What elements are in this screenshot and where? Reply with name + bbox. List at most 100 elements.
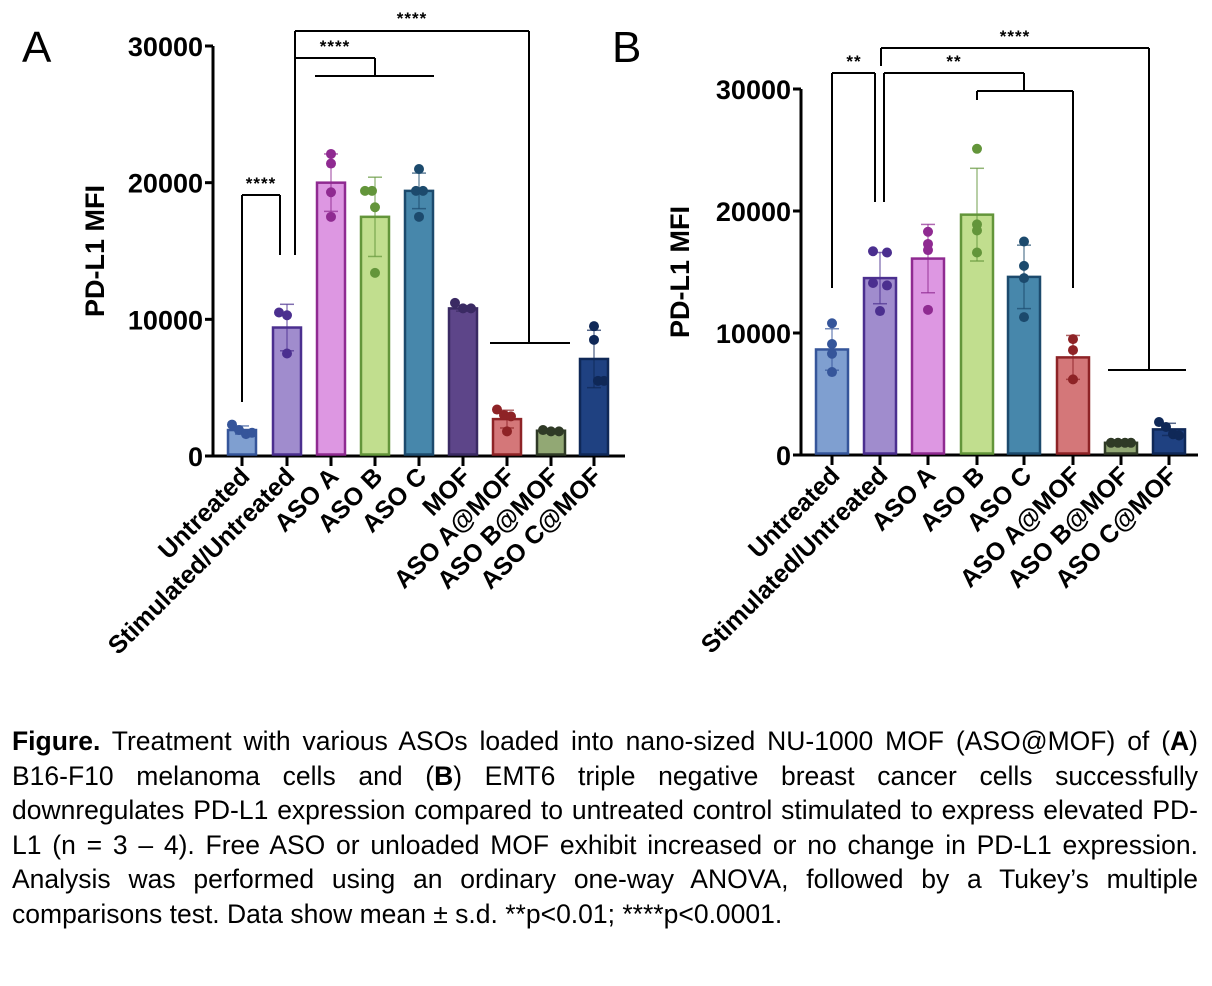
- data-point: [1068, 374, 1078, 385]
- panel-letter-a: A: [22, 23, 52, 72]
- data-point: [589, 334, 599, 345]
- significance-bracket: **: [831, 52, 876, 288]
- significance-bracket: ****: [880, 27, 1186, 371]
- bar: [447, 307, 479, 456]
- panel-b-points: [827, 143, 1184, 448]
- caption-text: ) B16-F10 melanoma cells and (: [12, 726, 1198, 791]
- significance-bracket: ****: [294, 9, 570, 344]
- data-point: [492, 404, 502, 415]
- significance-bracket: **: [883, 52, 1074, 288]
- data-point: [247, 427, 257, 438]
- panel-b-significance-brackets: ** ******: [831, 27, 1186, 371]
- data-point: [538, 425, 548, 436]
- panel-a-bars: [226, 181, 610, 456]
- panel-a-significance-brackets: **** **** ****: [241, 9, 570, 402]
- data-point: [923, 226, 933, 237]
- data-point: [1126, 437, 1136, 448]
- data-point: [1019, 312, 1029, 323]
- data-point: [1019, 260, 1029, 271]
- data-point: [972, 143, 982, 154]
- data-point: [370, 267, 380, 278]
- data-point: [458, 303, 468, 314]
- data-point: [414, 211, 424, 222]
- data-point: [868, 246, 878, 257]
- data-point: [274, 307, 284, 318]
- caption-text: Treatment with various ASOs loaded into …: [100, 726, 1171, 756]
- panel-a-axes: [205, 44, 625, 466]
- data-point: [868, 277, 878, 288]
- y-tick-label: 20000: [716, 197, 791, 227]
- data-point: [1019, 236, 1029, 247]
- data-point: [414, 164, 424, 174]
- data-point: [589, 321, 599, 332]
- data-point: [450, 297, 460, 308]
- data-point: [411, 185, 421, 196]
- data-point: [367, 185, 377, 196]
- data-point: [923, 245, 933, 256]
- data-point: [1154, 417, 1164, 428]
- data-point: [1174, 430, 1184, 441]
- caption-panel-ref: B: [434, 760, 454, 791]
- data-point: [827, 367, 837, 378]
- y-tick-label: 0: [188, 442, 203, 472]
- panel-a-points: [227, 148, 609, 440]
- error-bar: [970, 167, 984, 262]
- significance-label: ****: [246, 174, 276, 193]
- data-point: [599, 375, 609, 386]
- data-point: [370, 202, 380, 213]
- data-point: [1019, 273, 1029, 284]
- data-point: [972, 247, 982, 258]
- caption-label: Figure.: [12, 726, 101, 756]
- panel-b-axes: [793, 87, 1198, 465]
- significance-label: **: [846, 52, 861, 71]
- y-tick-label: 10000: [128, 305, 203, 335]
- bar: [403, 189, 435, 456]
- data-point: [1161, 421, 1171, 432]
- data-point: [418, 185, 428, 196]
- figure-caption: Figure. Treatment with various ASOs load…: [12, 724, 1198, 931]
- significance-bracket: ****: [241, 174, 281, 402]
- y-tick-label: 30000: [716, 75, 791, 105]
- y-tick-label: 10000: [716, 319, 791, 349]
- data-point: [882, 247, 892, 258]
- data-point: [1113, 437, 1123, 448]
- data-point: [326, 211, 336, 222]
- data-point: [466, 303, 476, 314]
- y-axis-label: PD-L1 MFI: [80, 185, 110, 317]
- data-point: [827, 318, 837, 329]
- significance-label: **: [946, 52, 961, 71]
- data-point: [882, 280, 892, 291]
- data-point: [875, 306, 885, 317]
- data-point: [546, 426, 556, 437]
- y-tick-label: 20000: [128, 169, 203, 199]
- figure: A **** **** **** 0 10000 20000 30000 PD-L1 MFI…: [22, 9, 1198, 660]
- data-point: [1068, 345, 1078, 356]
- caption-panel-ref: A: [1170, 726, 1190, 756]
- panel-letter-b: B: [612, 23, 641, 72]
- bar: [315, 181, 347, 456]
- data-point: [360, 185, 370, 196]
- data-point: [827, 338, 837, 349]
- significance-label: ****: [320, 37, 350, 56]
- data-point: [1068, 334, 1078, 345]
- data-point: [282, 348, 292, 359]
- data-point: [326, 187, 336, 198]
- data-point: [972, 225, 982, 236]
- data-point: [827, 348, 837, 359]
- data-point: [502, 426, 512, 437]
- data-point: [282, 310, 292, 321]
- x-tick-label: Stimulated/Untreated: [103, 462, 301, 660]
- data-point: [1106, 437, 1116, 448]
- panel-a: A **** **** **** 0 10000 20000 30000 PD-L1 MFI…: [22, 9, 625, 660]
- data-point: [326, 148, 336, 159]
- y-axis-label: PD-L1 MFI: [665, 206, 695, 338]
- data-point: [326, 158, 336, 169]
- significance-label: ****: [397, 9, 427, 28]
- data-point: [923, 304, 933, 315]
- caption-text: ) EMT6 triple negative breast cancer cel…: [12, 760, 1198, 929]
- y-tick-label: 0: [776, 441, 791, 471]
- significance-bracket: ****: [294, 37, 434, 255]
- caption-body: Treatment with various ASOs loaded into …: [12, 726, 1198, 929]
